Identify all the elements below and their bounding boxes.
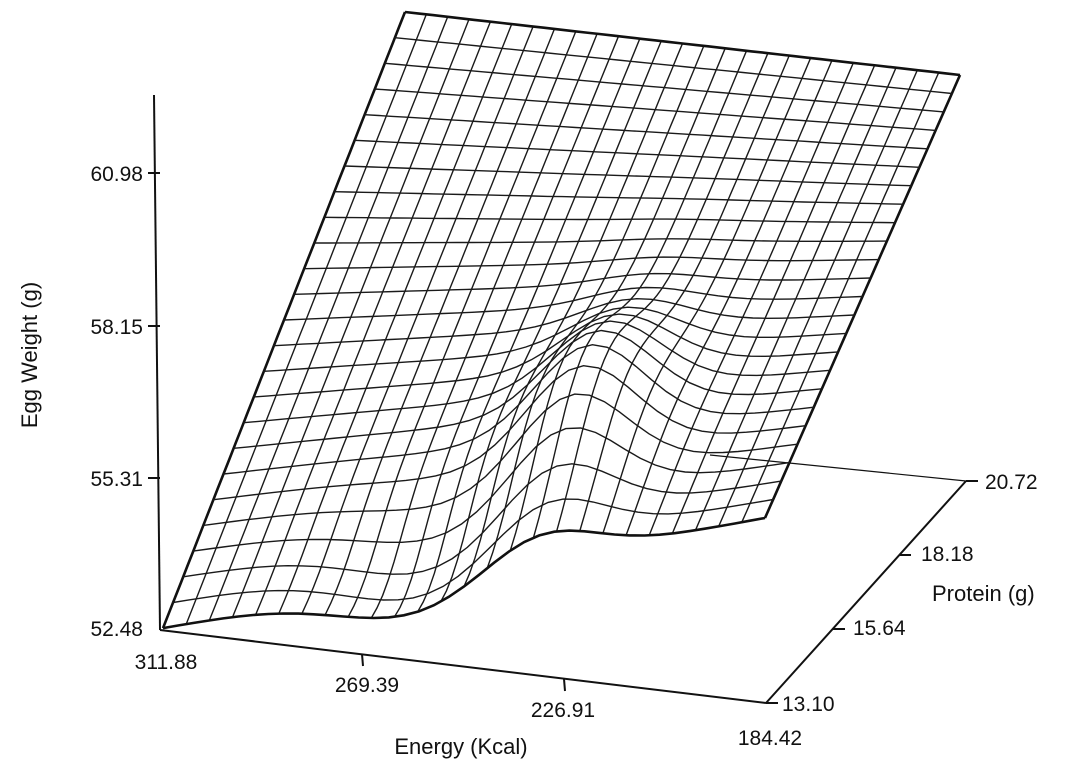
- z-axis-title: Egg Weight (g): [17, 282, 42, 428]
- mesh-line-energy: [440, 40, 662, 603]
- mesh-line-protein: [192, 427, 791, 552]
- floor-guide-line: [709, 454, 967, 482]
- z-tick-label: 55.31: [90, 468, 143, 491]
- x-axis-title: Energy (Kcal): [394, 734, 527, 759]
- mesh-line-protein: [242, 320, 831, 424]
- mesh-line-protein: [202, 393, 799, 527]
- mesh-line-protein: [263, 306, 847, 372]
- mesh-line-protein: [303, 256, 880, 270]
- z-axis-line: [153, 94, 161, 631]
- mesh-line-protein: [283, 286, 864, 321]
- y-tick-label: 15.64: [853, 617, 906, 640]
- mesh-line-protein: [374, 88, 937, 132]
- mesh-line-protein: [333, 190, 904, 205]
- mesh-line-protein: [232, 329, 823, 449]
- mesh-line-protein: [364, 113, 929, 150]
- mesh-line-protein: [404, 10, 961, 77]
- mesh-line-protein: [353, 139, 921, 169]
- x-axis-line: [159, 629, 767, 704]
- mesh-line-protein: [212, 364, 807, 501]
- z-tick-label: 52.48: [90, 618, 143, 641]
- mesh-line-energy: [509, 47, 726, 552]
- x-tick-mark: [361, 653, 364, 667]
- mesh-line-energy: [324, 28, 556, 616]
- mesh-line-protein: [253, 313, 839, 398]
- mesh-line-protein: [343, 165, 912, 187]
- z-tick-label: 60.98: [90, 163, 143, 186]
- y-tick-label: 20.72: [985, 471, 1038, 494]
- mesh-line-energy: [231, 18, 470, 618]
- mesh-line-protein: [313, 238, 888, 244]
- x-tick-mark: [563, 678, 566, 692]
- y-tick-label: 18.18: [921, 543, 974, 566]
- x-tick-label: 226.91: [531, 699, 595, 722]
- mesh-line-energy: [555, 52, 769, 533]
- mesh-line-protein: [273, 297, 856, 347]
- z-tick-label: 58.15: [90, 316, 143, 339]
- mesh-line-protein: [394, 37, 953, 95]
- mesh-line-protein: [182, 463, 782, 578]
- x-tick-label: 269.39: [335, 674, 399, 697]
- mesh-line-protein: [323, 216, 896, 224]
- mesh-line-energy: [301, 25, 534, 615]
- x-tick-label: 184.42: [738, 727, 802, 750]
- mesh-line-protein: [384, 62, 945, 113]
- y-axis-title: Protein (g): [932, 581, 1035, 606]
- mesh-line-protein: [162, 516, 766, 630]
- y-tick-label: 13.10: [782, 693, 835, 716]
- y-axis-line: [765, 480, 967, 704]
- surface-mesh: [161, 10, 962, 630]
- x-tick-label: 311.88: [135, 651, 198, 674]
- mesh-line-protein: [172, 498, 774, 604]
- mesh-line-energy: [254, 21, 492, 616]
- mesh-line-protein: [293, 272, 872, 295]
- mesh-line-protein: [222, 343, 815, 475]
